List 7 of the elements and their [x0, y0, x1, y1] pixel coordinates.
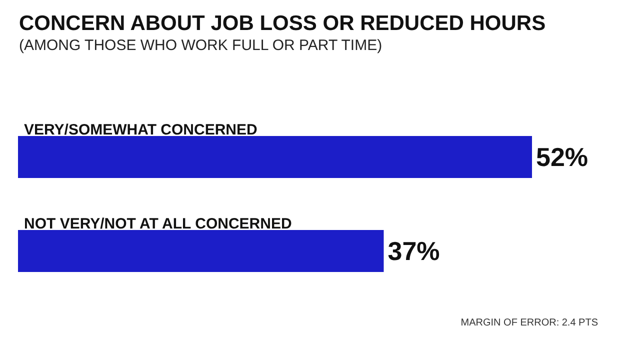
- text: MARGIN OF ERROR: 2.4 PTS: [460, 318, 598, 328]
- chart-title: CONCERN ABOUT JOB LOSS OR REDUCED HOURS: [19, 12, 546, 35]
- y-tick-label: VERY/SOMEWHAT CONCERNED: [24, 122, 258, 138]
- y-tick-label: NOT VERY/NOT AT ALL CONCERNED: [24, 216, 292, 232]
- chart-subtitle: (AMONG THOSE WHO WORK FULL OR PART TIME): [19, 37, 382, 54]
- data-label: 37%: [388, 236, 440, 266]
- data-label: 52%: [536, 142, 588, 172]
